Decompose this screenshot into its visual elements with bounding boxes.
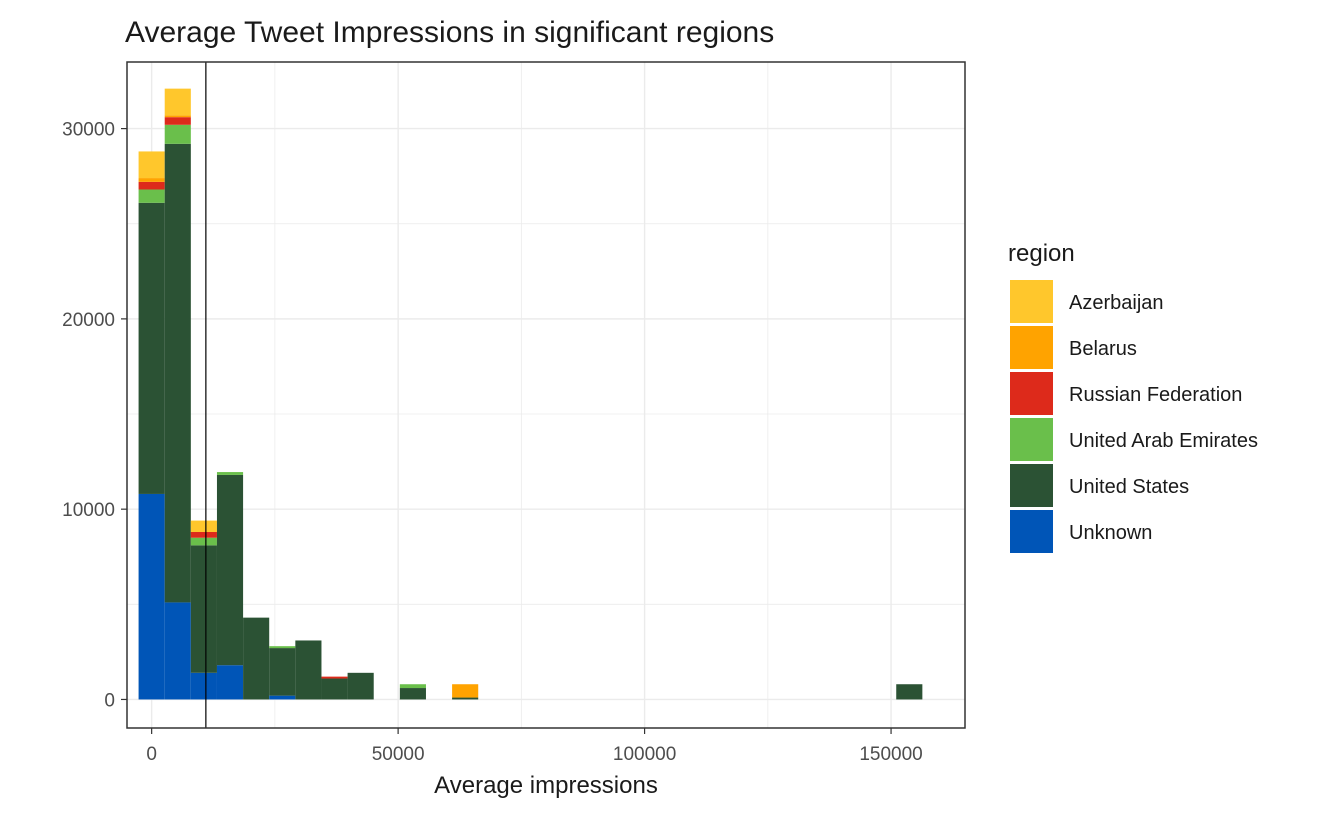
legend-swatch bbox=[1010, 372, 1053, 415]
bar-segment-russian-federation bbox=[190, 532, 217, 538]
bar-segment-united-arab-emirates bbox=[164, 124, 191, 144]
bar-segment-united-arab-emirates bbox=[269, 646, 296, 649]
y-tick-label: 30000 bbox=[62, 120, 115, 141]
bar-segment-united-states bbox=[896, 684, 923, 700]
bar-segment-united-arab-emirates bbox=[216, 472, 244, 475]
legend: region Azerbaijan Belarus Russian Federati… bbox=[1008, 240, 1258, 553]
legend-label: Russian Federation bbox=[1069, 384, 1242, 406]
bars bbox=[138, 88, 923, 700]
x-tick-label: 50000 bbox=[372, 744, 425, 765]
y-axis: 0 10000 20000 30000 bbox=[62, 120, 127, 711]
bar-segment-united-states bbox=[243, 617, 270, 700]
bar-segment-unknown bbox=[269, 695, 296, 700]
legend-label: United Arab Emirates bbox=[1069, 430, 1258, 452]
x-axis: 0 50000 100000 150000 bbox=[146, 728, 923, 765]
bar-segment-united-states bbox=[347, 672, 374, 700]
bar-segment-azerbaijan bbox=[138, 151, 165, 179]
bar-segment-united-states bbox=[321, 678, 348, 700]
legend-label: United States bbox=[1069, 476, 1189, 498]
grid-lines bbox=[127, 62, 965, 728]
bar-segment-azerbaijan bbox=[164, 88, 191, 116]
bar-segment-belarus bbox=[164, 115, 191, 118]
bar-segment-united-arab-emirates bbox=[190, 537, 217, 546]
bar-segment-united-states bbox=[190, 545, 217, 673]
legend-label: Azerbaijan bbox=[1069, 292, 1164, 314]
bar-segment-united-states bbox=[269, 648, 296, 696]
x-tick-label: 150000 bbox=[859, 744, 922, 765]
bar-segment-united-states bbox=[452, 697, 479, 700]
bar-segment-unknown bbox=[164, 602, 191, 700]
legend-swatch bbox=[1010, 280, 1053, 323]
bar-segment-azerbaijan bbox=[190, 520, 217, 533]
legend-label: Belarus bbox=[1069, 338, 1137, 360]
bar-segment-united-states bbox=[138, 202, 165, 494]
bar-segment-russian-federation bbox=[164, 117, 191, 125]
legend-title: region bbox=[1008, 240, 1075, 267]
bar-segment-unknown bbox=[138, 493, 165, 700]
bar-segment-belarus bbox=[138, 178, 165, 182]
bar-segment-unknown bbox=[216, 665, 244, 700]
y-tick-label: 10000 bbox=[62, 500, 115, 521]
bar-segment-russian-federation bbox=[321, 676, 348, 679]
bar-segment-united-arab-emirates bbox=[138, 189, 165, 203]
legend-swatch bbox=[1010, 464, 1053, 507]
panel-border bbox=[126, 61, 966, 729]
bar-segment-unknown bbox=[190, 672, 217, 700]
legend-swatch bbox=[1010, 326, 1053, 369]
bar-segment-belarus bbox=[452, 684, 479, 698]
y-tick-label: 20000 bbox=[62, 310, 115, 331]
bar-segment-united-states bbox=[216, 474, 244, 666]
bar-segment-united-arab-emirates bbox=[399, 684, 426, 689]
bar-segment-russian-federation bbox=[138, 181, 165, 190]
legend-label: Unknown bbox=[1069, 522, 1152, 544]
x-tick-label: 100000 bbox=[613, 744, 676, 765]
chart-title: Average Tweet Impressions in significant… bbox=[125, 16, 774, 49]
y-tick-label: 0 bbox=[104, 690, 115, 711]
bar-segment-united-states bbox=[295, 640, 322, 700]
x-tick-label: 0 bbox=[146, 744, 157, 765]
bar-segment-united-states bbox=[399, 688, 426, 700]
bar-segment-united-states bbox=[164, 143, 191, 603]
x-axis-title: Average impressions bbox=[434, 772, 658, 799]
legend-swatch bbox=[1010, 510, 1053, 553]
legend-swatch bbox=[1010, 418, 1053, 461]
